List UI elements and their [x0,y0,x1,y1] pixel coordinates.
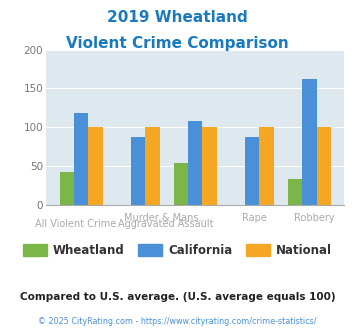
Text: Compared to U.S. average. (U.S. average equals 100): Compared to U.S. average. (U.S. average … [20,292,335,302]
Bar [245,137,260,205]
Bar [74,113,88,205]
Bar [188,121,202,205]
Bar [202,127,217,205]
Bar [317,127,331,205]
Text: 2019 Wheatland: 2019 Wheatland [107,10,248,25]
Text: Rape: Rape [242,213,267,223]
Bar [88,127,103,205]
Bar [60,172,74,205]
Text: All Violent Crime: All Violent Crime [36,219,116,229]
Bar [174,163,188,205]
Bar [145,127,160,205]
Bar [302,79,317,205]
Text: Aggravated Assault: Aggravated Assault [118,219,213,229]
Text: © 2025 CityRating.com - https://www.cityrating.com/crime-statistics/: © 2025 CityRating.com - https://www.city… [38,317,317,326]
Legend: Wheatland, California, National: Wheatland, California, National [18,239,337,261]
Bar [131,137,145,205]
Bar [288,179,302,205]
Bar [260,127,274,205]
Text: Robbery: Robbery [294,213,335,223]
Text: Violent Crime Comparison: Violent Crime Comparison [66,36,289,51]
Text: Murder & Mans...: Murder & Mans... [124,213,207,223]
